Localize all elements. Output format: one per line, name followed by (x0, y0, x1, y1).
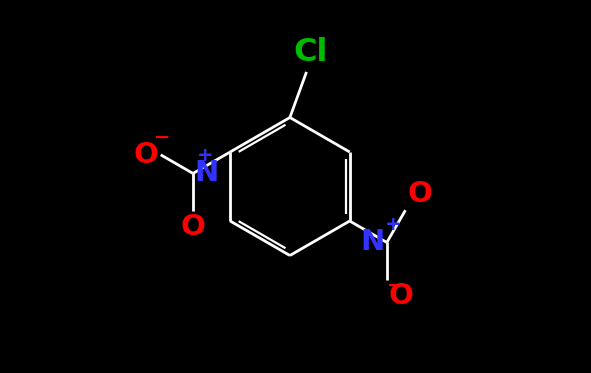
Text: O: O (407, 180, 432, 208)
Text: +: + (385, 215, 402, 234)
Text: O: O (134, 141, 159, 169)
Text: −: − (154, 128, 171, 147)
Text: N: N (195, 159, 219, 188)
Text: O: O (389, 282, 414, 310)
Text: Cl: Cl (293, 37, 327, 68)
Text: −: − (387, 276, 403, 295)
Text: +: + (197, 146, 213, 165)
Text: N: N (361, 228, 385, 257)
Text: O: O (181, 213, 206, 241)
